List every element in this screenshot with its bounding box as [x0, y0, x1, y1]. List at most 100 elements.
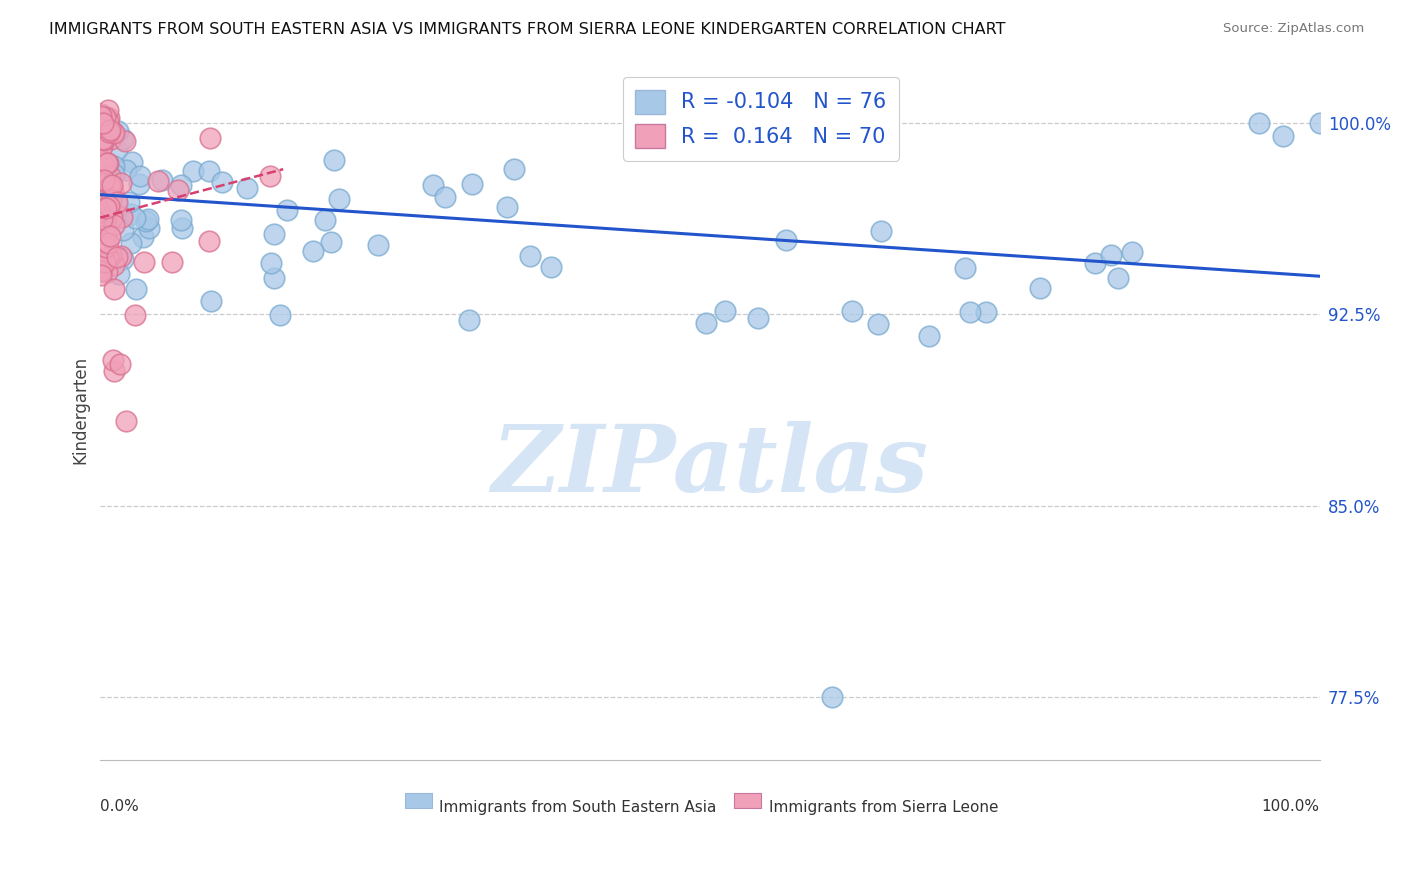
- Point: [97, 250, 120, 264]
- Point: [170, 178, 193, 193]
- Point: [172, 221, 194, 235]
- Point: [134, 254, 156, 268]
- Point: [713, 304, 735, 318]
- Point: [328, 192, 350, 206]
- Point: [422, 178, 444, 192]
- Point: [128, 169, 150, 183]
- Point: [100, 248, 122, 262]
- Point: [96, 228, 118, 243]
- Point: [93, 134, 115, 148]
- Point: [96, 187, 118, 202]
- Point: [91, 131, 114, 145]
- Text: Immigrants from South Eastern Asia: Immigrants from South Eastern Asia: [439, 800, 717, 815]
- Point: [100, 206, 122, 220]
- Point: [540, 260, 562, 274]
- Point: [747, 311, 769, 326]
- Point: [1029, 281, 1052, 295]
- Point: [103, 364, 125, 378]
- Point: [918, 328, 941, 343]
- Point: [96, 240, 118, 254]
- Point: [100, 193, 122, 207]
- Point: [138, 220, 160, 235]
- Point: [111, 210, 134, 224]
- Point: [866, 317, 889, 331]
- Point: [97, 181, 120, 195]
- Point: [101, 205, 124, 219]
- Point: [101, 353, 124, 368]
- Point: [108, 267, 131, 281]
- Point: [124, 211, 146, 226]
- Point: [959, 305, 981, 319]
- Point: [100, 131, 122, 145]
- Point: [1121, 244, 1143, 259]
- Point: [94, 110, 117, 124]
- Point: [100, 211, 122, 226]
- Point: [97, 113, 120, 128]
- Point: [124, 308, 146, 322]
- Point: [120, 207, 142, 221]
- Point: [112, 252, 135, 266]
- Point: [103, 258, 125, 272]
- Point: [121, 154, 143, 169]
- Point: [110, 176, 132, 190]
- Point: [90, 213, 112, 227]
- Point: [101, 185, 124, 199]
- Point: [1099, 248, 1122, 262]
- Point: [1272, 129, 1295, 144]
- Point: [115, 414, 138, 428]
- Point: [107, 124, 129, 138]
- Point: [1247, 116, 1270, 130]
- Point: [236, 181, 259, 195]
- Point: [1107, 271, 1129, 285]
- Point: [90, 268, 112, 282]
- Point: [496, 200, 519, 214]
- Point: [90, 107, 112, 121]
- Point: [103, 125, 125, 139]
- Point: [103, 218, 125, 232]
- Point: [841, 303, 863, 318]
- Point: [197, 234, 219, 248]
- Point: [105, 194, 128, 209]
- Point: [200, 293, 222, 308]
- Text: ZIPatlas: ZIPatlas: [492, 421, 928, 511]
- Point: [105, 143, 128, 157]
- Point: [775, 233, 797, 247]
- FancyBboxPatch shape: [734, 793, 761, 808]
- Point: [96, 155, 118, 169]
- Point: [93, 115, 115, 129]
- Point: [93, 193, 115, 207]
- Point: [314, 213, 336, 227]
- Point: [302, 244, 325, 258]
- Point: [124, 282, 146, 296]
- Point: [94, 202, 117, 216]
- Point: [90, 142, 112, 156]
- Point: [519, 249, 541, 263]
- Point: [91, 116, 114, 130]
- Point: [110, 248, 132, 262]
- Point: [98, 169, 121, 183]
- Point: [1084, 256, 1107, 270]
- Point: [136, 212, 159, 227]
- Point: [263, 270, 285, 285]
- Point: [198, 164, 221, 178]
- Point: [111, 132, 134, 146]
- Y-axis label: Kindergarten: Kindergarten: [72, 356, 89, 464]
- Point: [97, 103, 120, 118]
- Point: [90, 109, 112, 123]
- Point: [200, 131, 222, 145]
- Point: [93, 255, 115, 269]
- Point: [108, 357, 131, 371]
- Point: [135, 213, 157, 227]
- Point: [953, 260, 976, 275]
- Point: [976, 305, 998, 319]
- Point: [94, 213, 117, 227]
- Point: [132, 230, 155, 244]
- Point: [120, 236, 142, 251]
- Point: [98, 123, 121, 137]
- Point: [90, 196, 112, 211]
- Point: [166, 183, 188, 197]
- Point: [160, 255, 183, 269]
- Point: [98, 199, 121, 213]
- Point: [103, 159, 125, 173]
- Point: [367, 238, 389, 252]
